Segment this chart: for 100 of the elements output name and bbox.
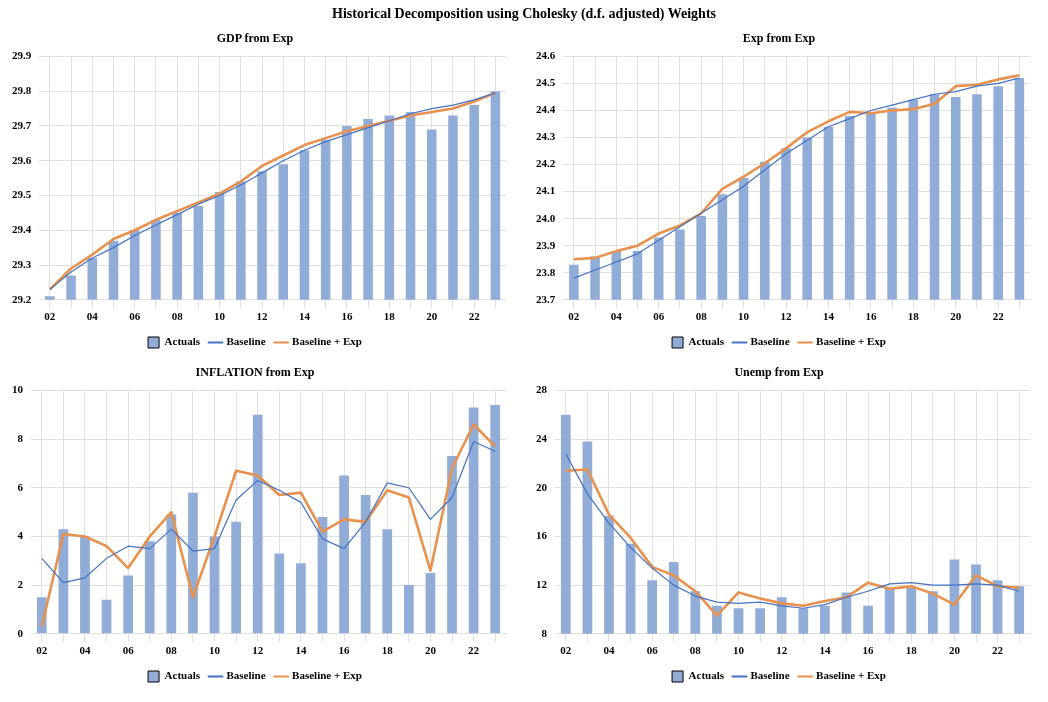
x-tick-label: 14 — [819, 644, 831, 657]
x-tick-label: 14 — [298, 310, 311, 323]
x-tick-label: 08 — [695, 310, 708, 323]
y-tick-label: 8 — [17, 431, 24, 444]
x-tick-label: 22 — [468, 644, 480, 657]
y-tick-label: 29.6 — [12, 153, 32, 166]
bar — [447, 456, 457, 634]
x-tick-label: 20 — [424, 644, 437, 657]
legend-label: Actuals — [164, 335, 201, 348]
x-tick-label: 12 — [780, 310, 793, 323]
bar — [101, 599, 112, 634]
x-tick-label: 18 — [905, 644, 918, 657]
x-tick-label: 20 — [426, 310, 438, 323]
x-tick-label: 10 — [733, 644, 745, 657]
x-tick-label: 02 — [44, 310, 56, 323]
chart-title: INFLATION from Exp — [195, 365, 315, 380]
x-tick-label: 12 — [776, 644, 788, 657]
y-tick-label: 16 — [536, 529, 548, 542]
bar — [425, 572, 436, 634]
x-tick-label: 06 — [653, 310, 665, 323]
y-tick-label: 24.1 — [536, 184, 556, 197]
legend-label: Baseline — [750, 335, 790, 348]
y-tick-label: 24 — [536, 431, 548, 444]
y-tick-label: 29.4 — [12, 223, 32, 236]
y-tick-label: 29.5 — [12, 188, 32, 201]
bar — [296, 563, 306, 634]
y-tick-label: 8 — [541, 626, 548, 639]
legend-label: Baseline + Exp — [816, 669, 886, 682]
y-tick-label: 6 — [17, 480, 24, 493]
y-tick-label: 24.6 — [536, 49, 556, 62]
bar — [490, 405, 501, 634]
y-tick-label: 0 — [17, 626, 24, 639]
y-tick-label: 29.8 — [12, 84, 32, 97]
bar — [166, 514, 177, 634]
legend-label: Actuals — [688, 335, 725, 348]
y-tick-label: 4 — [17, 529, 24, 542]
y-tick-label: 24.3 — [536, 130, 556, 143]
x-tick-label: 12 — [256, 310, 269, 323]
x-tick-label: 18 — [381, 644, 394, 657]
bar — [382, 529, 393, 634]
x-tick-label: 18 — [383, 310, 396, 323]
bar — [252, 414, 263, 634]
x-tick-label: 22 — [992, 310, 1005, 323]
x-tick-label: 16 — [865, 310, 877, 323]
legend-label: Actuals — [688, 669, 725, 682]
bar — [403, 585, 414, 634]
y-tick-label: 23.9 — [536, 238, 556, 251]
y-tick-label: 29.2 — [12, 292, 32, 305]
x-tick-label: 04 — [86, 310, 99, 323]
x-tick-label: 20 — [948, 644, 961, 657]
bar — [468, 407, 479, 634]
x-tick-label: 04 — [79, 644, 91, 657]
x-tick-label: 08 — [165, 644, 178, 657]
y-tick-label: 29.3 — [12, 257, 32, 270]
y-tick-label: 12 — [536, 577, 548, 590]
bar — [231, 521, 241, 634]
y-tick-label: 28 — [536, 383, 548, 396]
x-tick-label: 16 — [862, 644, 875, 657]
text: Historical Decomposition using Cholesky (d.f. adjusted) Weights — [331, 5, 717, 23]
x-tick-label: 06 — [122, 644, 135, 657]
y-tick-label: 24.2 — [536, 157, 556, 170]
legend-label: Baseline — [750, 669, 790, 682]
x-tick-label: 16 — [338, 644, 351, 657]
y-tick-label: 24.4 — [536, 103, 556, 116]
x-tick-label: 12 — [252, 644, 264, 657]
y-tick-label: 24.0 — [536, 211, 556, 224]
y-tick-label: 20 — [536, 480, 548, 493]
y-tick-label: 29.9 — [12, 49, 32, 62]
x-tick-label: 02 — [568, 310, 580, 323]
x-tick-label: 22 — [992, 644, 1004, 657]
x-tick-label: 16 — [341, 310, 353, 323]
x-tick-label: 20 — [950, 310, 962, 323]
bar — [360, 495, 371, 634]
x-tick-label: 10 — [209, 644, 221, 657]
x-tick-label: 14 — [295, 644, 307, 657]
x-tick-label: 06 — [646, 644, 659, 657]
y-tick-label: 24.5 — [536, 76, 556, 89]
x-tick-label: 02 — [36, 644, 48, 657]
x-tick-label: 10 — [738, 310, 750, 323]
y-tick-label: 10 — [12, 383, 24, 396]
x-tick-label: 02 — [560, 644, 572, 657]
bar — [144, 541, 155, 634]
bar — [339, 475, 349, 634]
legend-label: Actuals — [164, 669, 201, 682]
legend-label: Baseline — [226, 669, 266, 682]
y-tick-label: 29.7 — [12, 118, 32, 131]
legend-label: Baseline + Exp — [816, 335, 886, 348]
bar — [274, 553, 285, 634]
x-tick-label: 08 — [689, 644, 702, 657]
y-tick-label: 23.8 — [536, 265, 556, 278]
legend-label: Baseline + Exp — [292, 669, 362, 682]
bar — [188, 492, 198, 634]
chart-title: Exp from Exp — [742, 31, 816, 46]
x-tick-label: 18 — [907, 310, 920, 323]
x-tick-label: 04 — [603, 644, 615, 657]
x-tick-label: 22 — [468, 310, 481, 323]
x-tick-label: 08 — [171, 310, 184, 323]
legend-label: Baseline — [226, 335, 266, 348]
bar — [80, 536, 90, 634]
x-tick-label: 06 — [129, 310, 141, 323]
